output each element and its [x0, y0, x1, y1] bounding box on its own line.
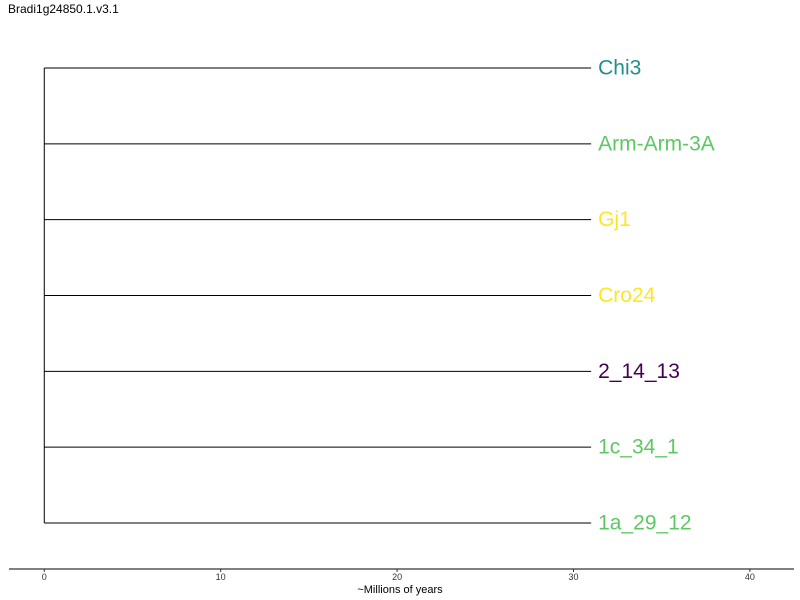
axis-tick-label: 20 [392, 572, 402, 582]
leaf-label: 2_14_13 [598, 360, 680, 383]
leaf-label: Arm-Arm-3A [598, 132, 715, 155]
leaf-label: 1a_29_12 [598, 512, 691, 535]
axis-tick-label: 40 [745, 572, 755, 582]
leaf-label: Cro24 [598, 284, 656, 307]
tree: Chi3 Arm-Arm-3A Gj1 Cro24 2_14_13 1c_34_1 1a_2… [43, 57, 715, 535]
axis-tick-label: 30 [568, 572, 578, 582]
leaf-label: Chi3 [598, 57, 641, 80]
axis-title: ~Millions of years [357, 584, 443, 596]
time-axis: 0 10 20 30 40 [9, 568, 794, 582]
leaf-label: 1c_34_1 [598, 436, 679, 459]
leaf-label: Gj1 [598, 208, 631, 231]
axis-tick-label: 0 [42, 572, 47, 582]
axis-tick-label: 10 [216, 572, 226, 582]
figure-title: Bradi1g24850.1.v3.1 [8, 2, 119, 16]
